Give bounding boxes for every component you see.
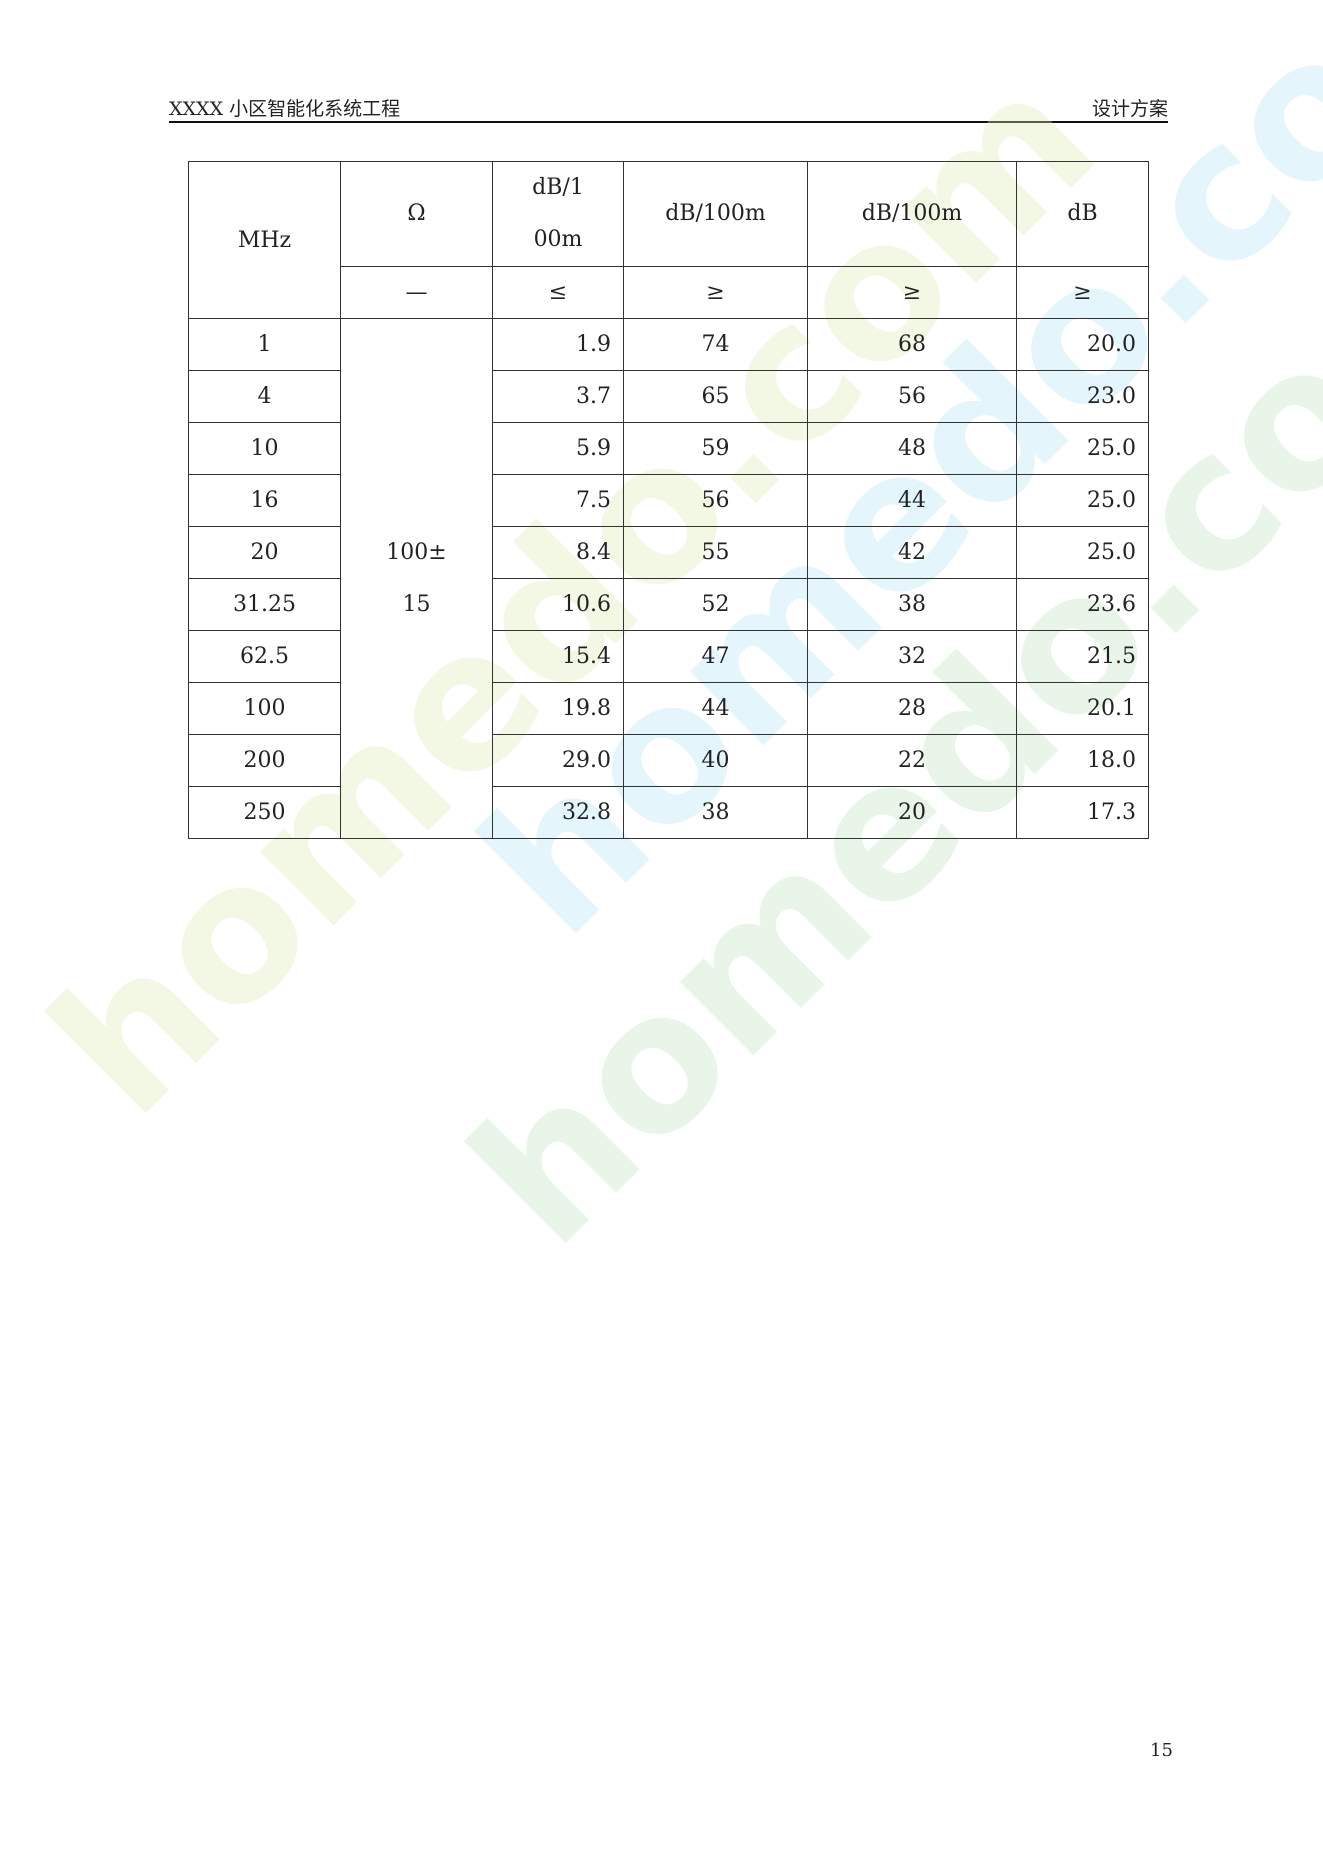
table-cell: 56 [807,370,1017,423]
table-cell: 200 [188,734,341,787]
table-cell: 23.0 [1016,370,1149,423]
table-row: 250 32.8 38 20 17.3 [188,786,1149,839]
table-cell: 1 [188,318,341,371]
table-cell: 3.7 [492,370,624,423]
table-cell: 28 [807,682,1017,735]
table-cell: 22 [807,734,1017,787]
header-title: XXXX 小区智能化系统工程 [169,98,401,120]
table-cell: 68 [807,318,1017,371]
table-cell: 48 [807,422,1017,475]
table-cell: 20.1 [1016,682,1149,735]
table-row: 1 100± 15 1.9 74 68 20.0 [188,318,1149,839]
header-cell: dB/100m [623,161,808,267]
table-cell: 5.9 [492,422,624,475]
table-row: 20 8.4 55 42 25.0 [188,526,1149,579]
header-row: — ≤ ≥ ≥ ≥ [189,266,1149,319]
table-cell: 38 [807,578,1017,631]
table-cell: 44 [623,682,808,735]
table-row: 4 3.7 65 56 23.0 [188,370,1149,423]
table-row: 100 19.8 44 28 20.1 [188,682,1149,735]
table-cell: 52 [623,578,808,631]
table-cell: 10 [188,422,341,475]
header-cell: Ω [340,161,493,267]
header-cell: ≥ [623,266,808,319]
table-cell: 20.0 [1016,318,1149,371]
table-cell: 10.6 [492,578,624,631]
table-cell: 20 [188,526,341,579]
page-number: 15 [1150,1740,1173,1761]
table-cell: 56 [623,474,808,527]
header-cell: ≤ [492,266,624,319]
table-cell: 20 [807,786,1017,839]
table-cell: 1.9 [492,318,624,371]
header-cell: — [340,266,493,319]
table-cell: 250 [188,786,341,839]
table-cell: 42 [807,526,1017,579]
table-cell: 25.0 [1016,526,1149,579]
table-cell: 21.5 [1016,630,1149,683]
header-right: 设计方案 [1091,98,1168,120]
table-cell: 38 [623,786,808,839]
table-cell: 55 [623,526,808,579]
table-cell: 29.0 [492,734,624,787]
table-row: 62.5 15.4 47 32 21.5 [188,630,1149,683]
table-row: 200 29.0 40 22 18.0 [188,734,1149,787]
header-cell: ≥ [1016,266,1149,319]
table-cell: 25.0 [1016,422,1149,475]
table-cell: 32 [807,630,1017,683]
table-cell: 7.5 [492,474,624,527]
table-cell: 16 [188,474,341,527]
table-cell: 8.4 [492,526,624,579]
table-cell: 59 [623,422,808,475]
table-cell: 17.3 [1016,786,1149,839]
table-cell: 18.0 [1016,734,1149,787]
table-cell: 100 [188,682,341,735]
table-cell: 31.25 [188,578,341,631]
table-cell: 25.0 [1016,474,1149,527]
table-cell: 19.8 [492,682,624,735]
header-rule [169,121,1168,123]
table-cell: 40 [623,734,808,787]
table-cell: 23.6 [1016,578,1149,631]
table-cell: 74 [623,318,808,371]
table-cell: 44 [807,474,1017,527]
header-cell: dB [1016,161,1149,267]
table-cell: 65 [623,370,808,423]
table-cell: 47 [623,630,808,683]
header-cell: dB/1 00m [492,161,624,267]
table-cell: 15.4 [492,630,624,683]
table-row: 16 7.5 56 44 25.0 [188,474,1149,527]
header-cell: dB/100m [807,161,1017,267]
table-cell: 62.5 [188,630,341,683]
header-cell: ≥ [807,266,1017,319]
impedance-cell: 100± 15 [340,318,493,839]
table-cell: 32.8 [492,786,624,839]
table-row: 31.25 10.6 52 38 23.6 [188,578,1149,631]
header-cell: MHz [188,161,341,319]
table-row: 10 5.9 59 48 25.0 [188,422,1149,475]
table-cell: 4 [188,370,341,423]
